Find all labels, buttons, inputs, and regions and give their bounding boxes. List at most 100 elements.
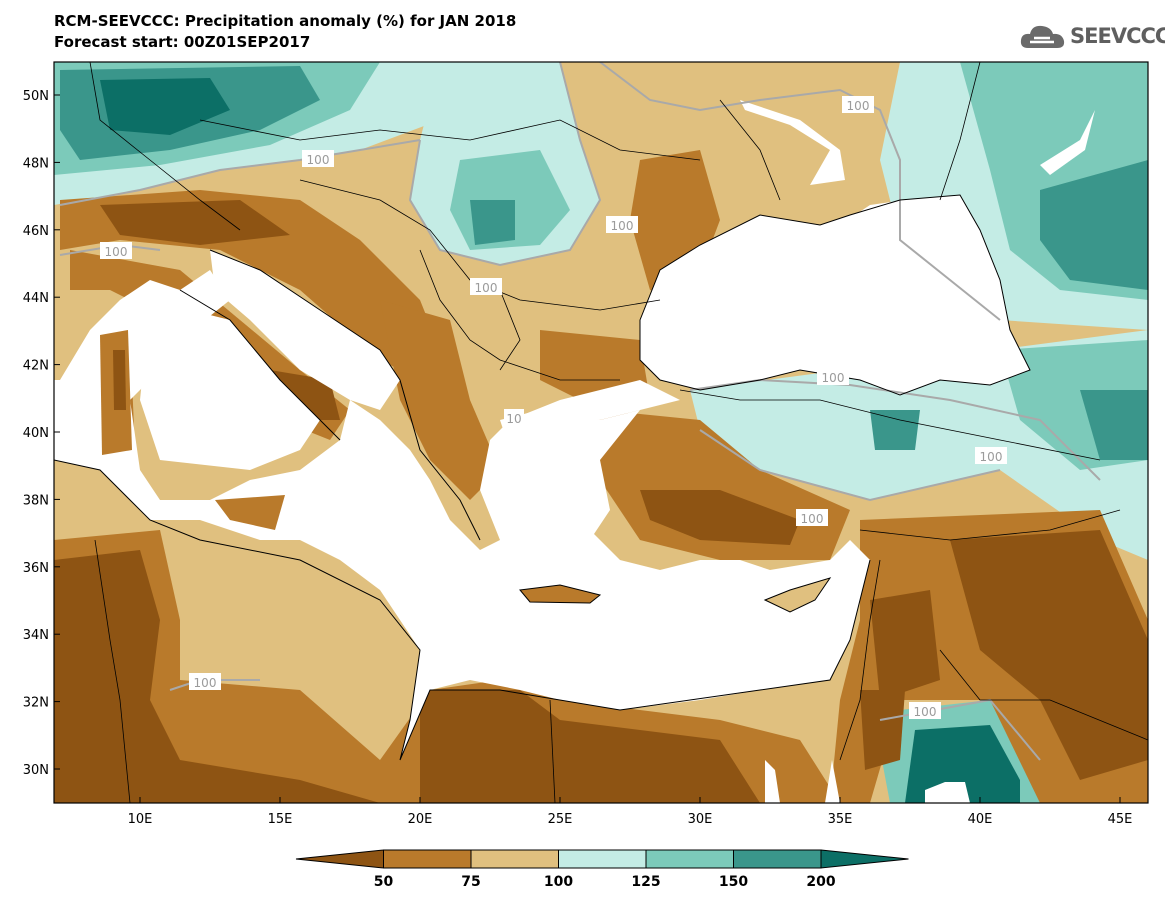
- chart-title: RCM-SEEVCCC: Precipitation anomaly (%) f…: [54, 12, 517, 30]
- mediterranean-sea: [54, 270, 870, 760]
- svg-text:100: 100: [307, 153, 330, 167]
- lat-label: 46N: [23, 224, 49, 239]
- black-sea-coast: [639, 194, 1031, 396]
- gulf-of-aqaba: [825, 760, 840, 803]
- border-line: [859, 509, 1121, 541]
- dry-core-jordan: [860, 690, 905, 770]
- colorbar-label: 125: [631, 874, 660, 890]
- colorbar-segment: [645, 849, 734, 869]
- contour-label: 100: [100, 242, 132, 259]
- anomaly-field: [54, 62, 1148, 803]
- lat-label: 44N: [23, 291, 49, 306]
- gulf-of-suez: [765, 760, 780, 803]
- border-line: [199, 119, 701, 161]
- colorbar-segment: [558, 849, 647, 869]
- logo-text: SEEVCCC: [1070, 24, 1165, 48]
- wet-spot-anatolia: [870, 410, 920, 450]
- colorbar-segment: [733, 849, 822, 869]
- dry-core-iraq: [950, 530, 1148, 780]
- longitude-axis: 10E 15E 20E 25E 30E 35E 40E 45E: [128, 797, 1133, 827]
- colorbar-label: 75: [461, 874, 480, 890]
- dry-region-greece-west: [380, 300, 500, 500]
- colorbar-label: 50: [374, 874, 394, 890]
- nodata-patch-ukraine: [740, 100, 845, 185]
- border-line: [499, 289, 521, 371]
- svg-text:100: 100: [611, 219, 634, 233]
- contour-label: 100: [909, 702, 941, 719]
- dry-core-south-anatolia: [640, 490, 800, 545]
- wet-core-caucasus: [1080, 390, 1148, 460]
- sardinia-dry-core: [113, 350, 126, 410]
- wet-core-arabia: [905, 725, 1020, 803]
- border-line: [94, 539, 131, 803]
- svg-text:100: 100: [914, 705, 937, 719]
- border-line: [89, 62, 241, 231]
- crete-coast: [519, 584, 602, 604]
- colorbar: 50 75 100 125 150 200: [295, 849, 909, 890]
- svg-text:100: 100: [847, 99, 870, 113]
- contour-label: 100: [189, 673, 221, 690]
- sea-of-azov: [840, 200, 905, 250]
- svg-text:100: 100: [194, 676, 217, 690]
- lat-label: 50N: [23, 89, 49, 104]
- border-line: [419, 249, 620, 381]
- svg-text:100: 100: [105, 245, 128, 259]
- lon-label: 10E: [128, 812, 153, 827]
- seevccc-logo: SEEVCCC: [1018, 20, 1165, 56]
- dry-core-alps: [100, 200, 290, 245]
- wet-core-germany: [100, 78, 230, 135]
- lat-label: 34N: [23, 628, 49, 643]
- contour-labels: 100 100 100 100 100 100 100 10 100 100 1…: [100, 96, 1007, 719]
- border-line: [679, 389, 1101, 461]
- colorbar-label: 100: [544, 874, 573, 890]
- nodata-patch-arabia: [925, 782, 970, 803]
- lat-label: 32N: [23, 696, 49, 711]
- latitude-axis: 50N 48N 46N 44N 42N 40N 38N 36N 34N 32N 30N: [23, 89, 60, 778]
- lon-label: 45E: [1108, 812, 1133, 827]
- colorbar-label: 200: [806, 874, 835, 890]
- wet-core-hungary: [470, 200, 515, 245]
- contour-label: 100: [975, 447, 1007, 464]
- contour-label: 100: [796, 509, 828, 526]
- dry-core-libya-east: [420, 690, 760, 803]
- lat-label: 36N: [23, 561, 49, 576]
- svg-text:100: 100: [475, 281, 498, 295]
- coastlines: [54, 194, 1031, 761]
- dry-core-libya-west: [54, 550, 380, 803]
- crete-island: [520, 585, 600, 603]
- colorbar-segment: [470, 849, 559, 869]
- cloud-logo-icon: [1020, 25, 1065, 48]
- colorbar-segment: [383, 849, 472, 869]
- colorbar-upper-arrow: [820, 849, 909, 869]
- lon-label: 25E: [548, 812, 573, 827]
- contour-line: [59, 139, 421, 206]
- adriatic-sea: [210, 250, 400, 410]
- lon-label: 15E: [268, 812, 293, 827]
- contour-label: 100: [470, 278, 502, 295]
- contour-label: 100: [606, 216, 638, 233]
- contour-line: [699, 429, 1001, 502]
- svg-text:100: 100: [980, 450, 1003, 464]
- border-line: [719, 99, 781, 201]
- dry-core-syria: [870, 590, 940, 700]
- dry-region-bulgaria: [540, 330, 650, 400]
- cyprus-coast: [763, 577, 832, 613]
- svg-text:100: 100: [801, 512, 824, 526]
- contour-label: 100: [842, 96, 874, 113]
- balkan-coast: [209, 249, 481, 541]
- lat-label: 38N: [23, 493, 49, 508]
- sicily-island: [215, 495, 285, 530]
- lon-label: 35E: [828, 812, 853, 827]
- wet-core-russia: [1040, 160, 1148, 290]
- lat-label: 48N: [23, 156, 49, 171]
- lon-label: 30E: [688, 812, 713, 827]
- colorbar-lower-arrow: [295, 849, 384, 869]
- south-coast: [54, 459, 871, 761]
- tyrrhenian-sea: [140, 300, 320, 470]
- nodata-patch-russia: [1040, 110, 1095, 175]
- border-line: [939, 62, 981, 201]
- country-borders: [89, 62, 1148, 803]
- svg-text:10: 10: [506, 412, 521, 426]
- contour-label: 100: [302, 150, 334, 167]
